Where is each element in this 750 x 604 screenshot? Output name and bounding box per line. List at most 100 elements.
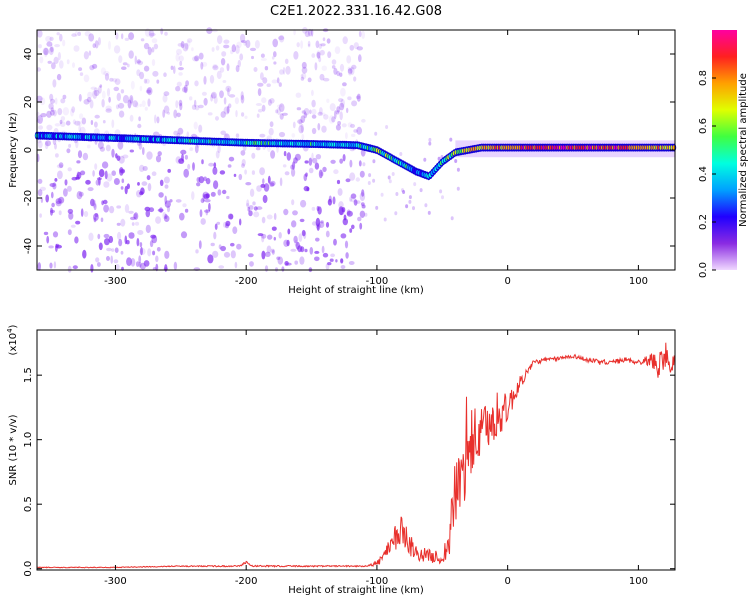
speckle — [148, 29, 155, 38]
y-tick-label: 40 — [23, 48, 34, 61]
speckle — [105, 105, 112, 111]
snr-y-scale-base: (x10 — [8, 333, 19, 356]
speckle — [120, 89, 125, 94]
speckle — [175, 199, 182, 203]
speckle — [401, 188, 404, 193]
speckle — [338, 98, 344, 103]
speckle — [155, 155, 162, 163]
speckle — [342, 154, 346, 162]
speckle — [235, 133, 240, 138]
speckle — [291, 168, 296, 177]
speckle — [327, 198, 332, 206]
speckle — [44, 141, 49, 150]
speckle — [147, 46, 152, 56]
speckle — [198, 240, 202, 250]
speckle — [155, 216, 162, 224]
speckle — [100, 67, 106, 75]
speckle — [322, 112, 326, 117]
speckle — [52, 79, 57, 88]
speckle — [346, 55, 352, 64]
speckle — [408, 199, 412, 204]
speckle — [340, 265, 346, 269]
speckle — [177, 127, 184, 135]
speckle — [307, 77, 312, 83]
speckle — [207, 254, 214, 264]
speckle — [372, 159, 376, 164]
speckle — [88, 50, 92, 56]
speckle — [76, 120, 83, 126]
speckle — [228, 103, 232, 109]
speckle — [106, 88, 111, 97]
speckle — [124, 185, 128, 195]
speckle — [93, 213, 99, 221]
speckle — [198, 104, 204, 109]
speckle — [39, 186, 47, 191]
speckle — [284, 58, 289, 64]
speckle — [275, 109, 279, 114]
colorbar-tick-label: 0.6 — [698, 118, 709, 134]
speckle — [330, 253, 335, 258]
speckle — [62, 107, 70, 116]
speckle — [58, 196, 65, 204]
speckle — [52, 231, 59, 238]
speckle — [149, 32, 156, 37]
speckle — [76, 191, 83, 200]
speckle — [136, 238, 140, 247]
speckle — [90, 198, 95, 207]
speckle — [57, 170, 63, 180]
speckle — [162, 94, 168, 103]
speckle — [240, 150, 246, 156]
speckle — [67, 208, 74, 214]
x-tick-label: 100 — [629, 576, 648, 587]
speckle — [128, 50, 134, 59]
speckle — [50, 107, 55, 112]
speckle — [134, 55, 137, 65]
speckle — [189, 96, 193, 101]
speckle — [273, 212, 277, 221]
speckle — [279, 69, 284, 75]
speckle — [101, 98, 105, 108]
y-tick-label: 0.0 — [23, 561, 34, 577]
speckle — [77, 150, 83, 159]
speckle — [282, 67, 286, 75]
speckle — [333, 238, 337, 246]
speckle — [311, 99, 316, 108]
speckle — [80, 208, 84, 217]
speckle — [454, 159, 458, 163]
speckle — [267, 234, 273, 240]
speckle — [212, 64, 218, 69]
speckle — [267, 99, 272, 106]
speckle — [277, 256, 284, 265]
speckle — [85, 179, 91, 185]
speckle — [175, 100, 179, 109]
speckle — [279, 113, 284, 120]
speckle — [388, 179, 392, 184]
speckle — [87, 187, 94, 192]
speckle — [301, 133, 305, 141]
speckle — [311, 206, 316, 211]
speckle — [46, 110, 52, 118]
speckle — [215, 150, 220, 159]
speckle — [303, 112, 307, 119]
speckle — [68, 143, 72, 148]
speckle — [153, 131, 160, 137]
speckle — [304, 248, 308, 253]
speckle — [223, 44, 230, 49]
speckle — [325, 263, 330, 270]
speckle — [201, 159, 204, 165]
speckle — [210, 191, 216, 197]
speckle — [339, 111, 343, 121]
speckle — [391, 172, 395, 176]
speckle — [211, 47, 215, 52]
speckle — [292, 161, 296, 170]
speckle — [236, 41, 242, 48]
speckle — [253, 67, 258, 72]
speckle — [222, 80, 227, 83]
speckle — [314, 162, 320, 170]
speckle — [157, 151, 162, 157]
speckle — [339, 72, 343, 77]
speckle — [199, 209, 203, 218]
speckle — [173, 261, 178, 270]
speckle — [67, 229, 72, 236]
speckle — [64, 179, 68, 186]
